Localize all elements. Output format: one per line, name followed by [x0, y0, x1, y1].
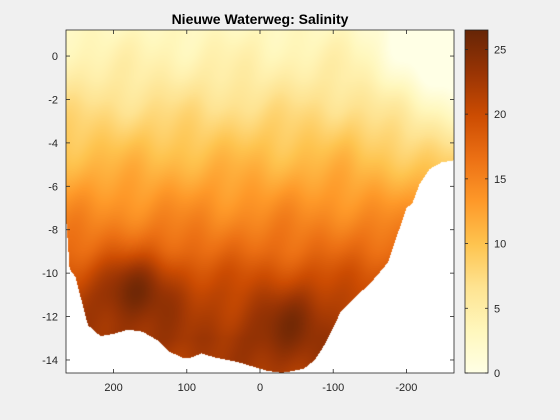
colorbar-tick-label: 15	[494, 174, 506, 186]
x-tick-label: -100	[322, 382, 344, 394]
colorbar-tick-label: 20	[494, 109, 506, 121]
colorbar-gradient	[464, 29, 489, 374]
colorbar-tick-label: 25	[494, 44, 506, 56]
colorbar-tick-label: 0	[494, 368, 500, 380]
colorbar-tick-label: 5	[494, 303, 500, 315]
y-axis: 0 -2 -4 -6 -8 -10 -12 -14	[42, 51, 454, 367]
x-tick-label: 0	[257, 382, 263, 394]
x-tick-label: 100	[178, 382, 196, 394]
x-tick-label: 200	[104, 382, 122, 394]
colorbar-axis: 0 5 10 15 20 25	[465, 44, 506, 380]
x-axis: 200 100 0 -100 -200	[104, 30, 417, 394]
x-tick-label: -200	[395, 382, 417, 394]
colorbar-tick-label: 10	[494, 239, 506, 251]
colorbar: 0 5 10 15 20 25	[464, 29, 506, 380]
y-tick-label: -10	[42, 268, 58, 280]
salinity-field	[66, 30, 454, 373]
y-tick-label: -2	[48, 94, 58, 106]
y-tick-label: 0	[52, 51, 58, 63]
y-tick-label: -12	[42, 312, 58, 324]
y-tick-label: -14	[42, 355, 58, 367]
chart-title: Nieuwe Waterweg: Salinity	[172, 11, 349, 27]
plot-area: 200 100 0 -100 -200 0 -2 -4 -6 -8 -10 -12 -14	[42, 29, 455, 394]
y-tick-label: -6	[48, 181, 58, 193]
y-tick-label: -8	[48, 225, 58, 237]
y-tick-label: -4	[48, 138, 58, 150]
